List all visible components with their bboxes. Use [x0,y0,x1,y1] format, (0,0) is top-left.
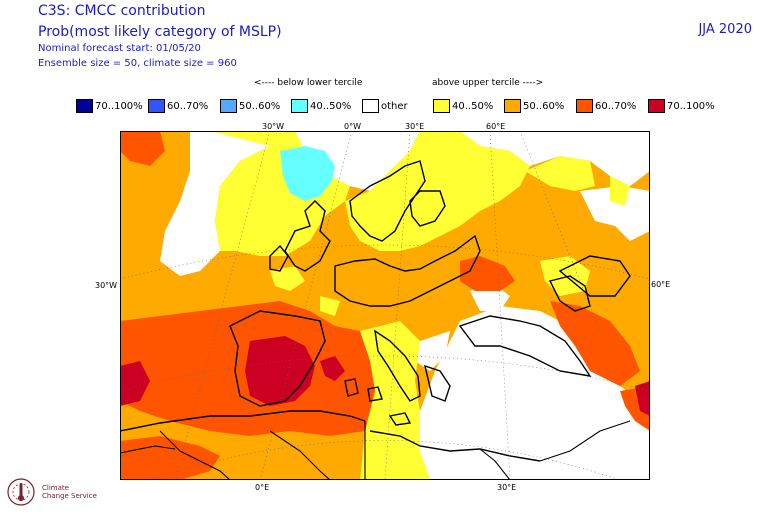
logo-text: Climate Change Service [42,484,97,500]
lon-label-bottom: 30°E [497,483,517,492]
map-frame [120,131,650,480]
legend-label: 50..60% [523,100,565,112]
below-40-50-region [280,146,335,201]
legend-label: 60..70% [595,100,637,112]
legend-swatch [148,99,165,113]
country-borders [120,420,631,480]
lon-label-top: 30°W [262,122,285,131]
legend-label: 70..100% [667,100,715,112]
above-tercile-label: above upper tercile ----> [432,78,544,88]
legend-item: other [362,98,408,114]
legend-label: 60..70% [167,100,209,112]
forecast-start-text: Nominal forecast start: 01/05/20 [38,43,201,54]
legend-item: 60..70% [148,98,208,114]
legend-item: 40..50% [433,98,493,114]
lon-label-right: 60°E [651,280,671,289]
legend-swatch [220,99,237,113]
legend-swatch [291,99,308,113]
legend-item: 60..70% [576,98,636,114]
logo-ring-icon [7,478,35,506]
thermometer-icon [19,483,23,497]
lon-label-top: 30°E [405,122,425,131]
legend-swatch [76,99,93,113]
legend-swatch [362,99,379,113]
legend-item: 70..100% [76,98,143,114]
legend-label: other [381,100,408,112]
ensemble-size-text: Ensemble size = 50, climate size = 960 [38,58,237,69]
legend-label: 50..60% [239,100,281,112]
above-40-50-regions [210,131,630,480]
season-label: JJA 2020 [698,22,752,37]
legend-swatch [576,99,593,113]
legend-item: 40..50% [291,98,351,114]
legend-swatch [648,99,665,113]
legend-label: 40..50% [452,100,494,112]
c3s-logo [7,478,35,506]
chart-title: C3S: CMCC contribution [38,3,206,19]
legend-item: 50..60% [220,98,280,114]
legend-swatch [504,99,521,113]
legend-item: 50..60% [504,98,564,114]
legend-item: 70..100% [648,98,715,114]
probability-map [120,131,650,480]
lon-label-top: 60°E [486,122,506,131]
chart-subtitle: Prob(most likely category of MSLP) [38,24,282,40]
lon-label-bottom: 0°E [255,483,270,492]
coastlines [120,160,631,462]
legend-label: 40..50% [310,100,352,112]
legend-label: 70..100% [95,100,143,112]
legend-swatch [433,99,450,113]
lon-label-left: 30°W [95,281,118,290]
below-tercile-label: <---- below lower tercile [254,78,363,88]
lon-label-top: 0°W [344,122,361,131]
